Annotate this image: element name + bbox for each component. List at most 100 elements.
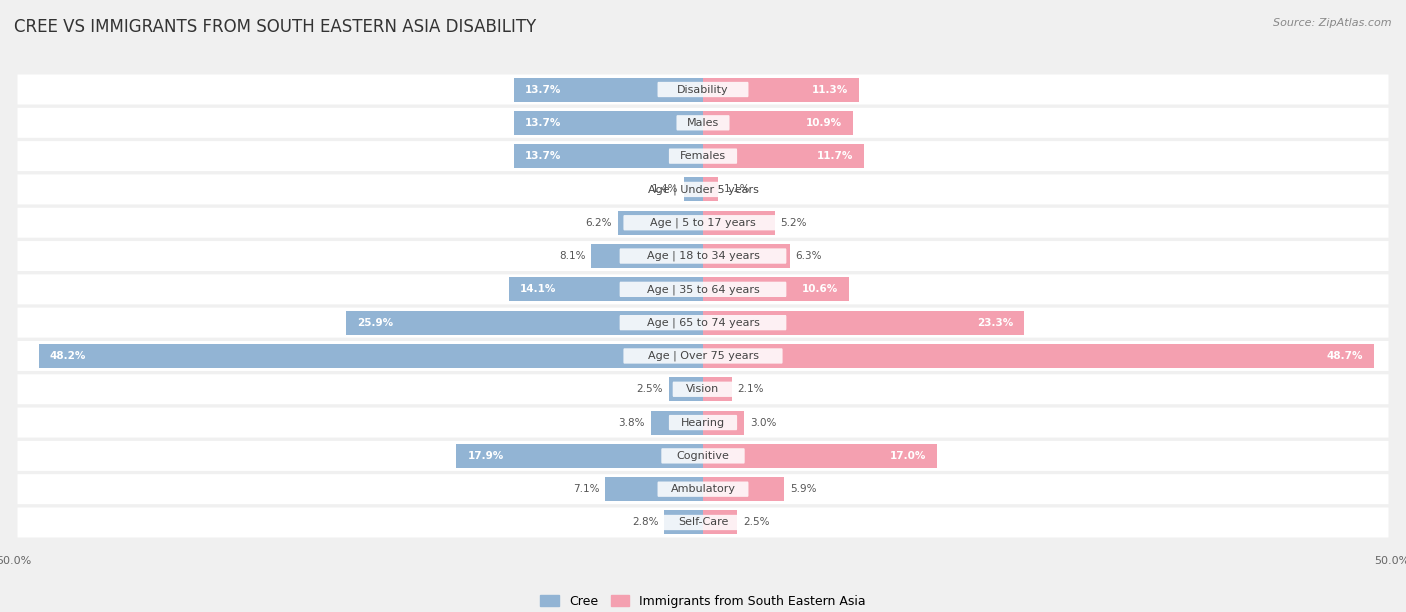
Text: 5.2%: 5.2% <box>780 218 807 228</box>
FancyBboxPatch shape <box>17 308 1389 338</box>
Bar <box>592 244 703 268</box>
Bar <box>515 144 703 168</box>
Text: 1.1%: 1.1% <box>724 184 751 195</box>
Bar <box>703 111 853 135</box>
Text: 23.3%: 23.3% <box>977 318 1012 327</box>
Text: Age | 18 to 34 years: Age | 18 to 34 years <box>647 251 759 261</box>
FancyBboxPatch shape <box>620 282 786 297</box>
Text: CREE VS IMMIGRANTS FROM SOUTH EASTERN ASIA DISABILITY: CREE VS IMMIGRANTS FROM SOUTH EASTERN AS… <box>14 18 536 36</box>
Bar <box>683 177 703 201</box>
Text: 14.1%: 14.1% <box>520 285 557 294</box>
Text: 13.7%: 13.7% <box>526 151 561 161</box>
FancyBboxPatch shape <box>658 482 748 497</box>
Text: 8.1%: 8.1% <box>560 251 586 261</box>
Bar <box>703 510 738 534</box>
FancyBboxPatch shape <box>17 375 1389 405</box>
Text: Females: Females <box>681 151 725 161</box>
Text: Males: Males <box>688 118 718 128</box>
FancyBboxPatch shape <box>623 215 783 230</box>
FancyBboxPatch shape <box>17 441 1389 471</box>
Text: 2.5%: 2.5% <box>637 384 664 394</box>
Bar <box>703 277 849 301</box>
Text: Vision: Vision <box>686 384 720 394</box>
Text: 10.6%: 10.6% <box>801 285 838 294</box>
FancyBboxPatch shape <box>17 341 1389 371</box>
Text: 6.2%: 6.2% <box>585 218 612 228</box>
Text: 3.8%: 3.8% <box>619 417 645 428</box>
Bar <box>703 444 938 468</box>
Text: Cognitive: Cognitive <box>676 451 730 461</box>
Text: 2.1%: 2.1% <box>738 384 763 394</box>
Text: Age | Over 75 years: Age | Over 75 years <box>648 351 758 361</box>
FancyBboxPatch shape <box>658 82 748 97</box>
Bar <box>703 477 785 501</box>
Bar <box>703 311 1024 335</box>
FancyBboxPatch shape <box>17 274 1389 304</box>
FancyBboxPatch shape <box>17 207 1389 237</box>
Bar <box>617 211 703 235</box>
Text: 13.7%: 13.7% <box>526 118 561 128</box>
FancyBboxPatch shape <box>17 408 1389 438</box>
Bar <box>703 211 775 235</box>
Text: 2.8%: 2.8% <box>633 518 659 528</box>
Text: Self-Care: Self-Care <box>678 518 728 528</box>
Bar <box>703 177 718 201</box>
Text: 48.2%: 48.2% <box>49 351 86 361</box>
Text: 5.9%: 5.9% <box>790 484 817 494</box>
FancyBboxPatch shape <box>661 515 745 530</box>
Bar <box>703 377 733 401</box>
Bar <box>39 344 703 368</box>
Text: Age | 35 to 64 years: Age | 35 to 64 years <box>647 284 759 294</box>
Text: Source: ZipAtlas.com: Source: ZipAtlas.com <box>1274 18 1392 28</box>
Text: 17.0%: 17.0% <box>890 451 927 461</box>
Text: 48.7%: 48.7% <box>1326 351 1362 361</box>
Bar <box>509 277 703 301</box>
Legend: Cree, Immigrants from South Eastern Asia: Cree, Immigrants from South Eastern Asia <box>536 590 870 612</box>
Bar <box>665 510 703 534</box>
FancyBboxPatch shape <box>17 141 1389 171</box>
Bar <box>703 78 859 102</box>
FancyBboxPatch shape <box>676 115 730 130</box>
Text: 7.1%: 7.1% <box>574 484 599 494</box>
Bar <box>703 144 865 168</box>
FancyBboxPatch shape <box>17 174 1389 204</box>
Bar <box>515 78 703 102</box>
Text: 17.9%: 17.9% <box>467 451 503 461</box>
Text: 6.3%: 6.3% <box>796 251 823 261</box>
Text: 1.4%: 1.4% <box>652 184 678 195</box>
Bar <box>703 411 744 435</box>
Text: Ambulatory: Ambulatory <box>671 484 735 494</box>
Text: 10.9%: 10.9% <box>806 118 842 128</box>
FancyBboxPatch shape <box>620 248 786 264</box>
Text: 13.7%: 13.7% <box>526 84 561 94</box>
FancyBboxPatch shape <box>623 182 783 197</box>
FancyBboxPatch shape <box>620 315 786 330</box>
Text: 25.9%: 25.9% <box>357 318 394 327</box>
Text: Age | 5 to 17 years: Age | 5 to 17 years <box>650 217 756 228</box>
Bar <box>703 344 1374 368</box>
Text: 2.5%: 2.5% <box>742 518 769 528</box>
Bar <box>703 244 790 268</box>
Text: Age | Under 5 years: Age | Under 5 years <box>648 184 758 195</box>
Bar <box>346 311 703 335</box>
Text: Age | 65 to 74 years: Age | 65 to 74 years <box>647 318 759 328</box>
FancyBboxPatch shape <box>669 149 737 164</box>
FancyBboxPatch shape <box>669 415 737 430</box>
FancyBboxPatch shape <box>17 75 1389 105</box>
Text: 11.7%: 11.7% <box>817 151 853 161</box>
Text: Disability: Disability <box>678 84 728 94</box>
FancyBboxPatch shape <box>623 348 783 364</box>
Text: 3.0%: 3.0% <box>749 417 776 428</box>
FancyBboxPatch shape <box>17 507 1389 537</box>
Text: Hearing: Hearing <box>681 417 725 428</box>
FancyBboxPatch shape <box>17 474 1389 504</box>
FancyBboxPatch shape <box>661 448 745 463</box>
Bar <box>669 377 703 401</box>
Bar <box>605 477 703 501</box>
Bar <box>457 444 703 468</box>
FancyBboxPatch shape <box>672 382 734 397</box>
Bar <box>515 111 703 135</box>
Bar <box>651 411 703 435</box>
Text: 11.3%: 11.3% <box>811 84 848 94</box>
FancyBboxPatch shape <box>17 108 1389 138</box>
